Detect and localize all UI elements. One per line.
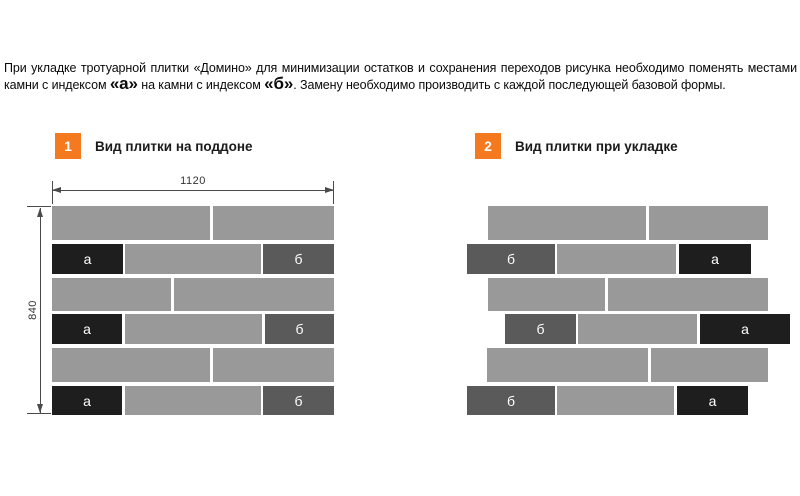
section-1-number-badge: 1 (55, 133, 81, 159)
tile-gray (488, 206, 646, 240)
tile-gray (213, 348, 334, 382)
tile-gray (649, 206, 768, 240)
tile-gray (651, 348, 768, 382)
section-1-header: 1 Вид плитки на поддоне (55, 133, 253, 159)
tile-gray (557, 244, 676, 274)
tile-gray (213, 206, 334, 240)
height-dimension-arrow-up (37, 208, 43, 217)
height-dimension-ext-top (27, 206, 51, 207)
tile-a: а (679, 244, 751, 274)
tile-gray (557, 386, 674, 415)
tile-a: а (52, 314, 122, 344)
tile-a: а (677, 386, 748, 415)
tile-gray (52, 278, 171, 311)
section-2-number-badge: 2 (475, 133, 501, 159)
tile-b: б (265, 314, 334, 344)
intro-part1: При укладке тротуарной плитки «Домино» д… (4, 61, 797, 92)
section-2-title: Вид плитки при укладке (515, 138, 678, 154)
tile-gray (174, 278, 334, 311)
tile-gray (52, 206, 210, 240)
tile-a: а (700, 314, 790, 344)
tile-b: б (467, 244, 555, 274)
tile-gray (125, 386, 261, 415)
tile-gray (125, 244, 261, 274)
section-2-header: 2 Вид плитки при укладке (475, 133, 678, 159)
width-dimension-arrow-left (52, 187, 61, 193)
tile-b: б (263, 244, 334, 274)
tile-gray (488, 278, 605, 311)
tile-gray (52, 348, 210, 382)
intro-part3: . Замену необходимо производить с каждой… (293, 78, 726, 92)
width-dimension-arrow-right (325, 187, 334, 193)
tile-b: б (263, 386, 334, 415)
height-dimension-line (40, 208, 41, 413)
width-dimension-label: 1120 (180, 175, 206, 187)
width-dimension-line (52, 190, 334, 191)
tile-gray (608, 278, 768, 311)
intro-index-a: «а» (109, 74, 138, 93)
height-dimension-label: 840 (27, 300, 39, 320)
tile-gray (578, 314, 697, 344)
section-1-title: Вид плитки на поддоне (95, 138, 253, 154)
height-dimension-ext-bottom (27, 413, 51, 414)
tile-a: а (52, 386, 122, 415)
tile-a: а (52, 244, 123, 274)
intro-index-b: «б» (264, 74, 294, 93)
tile-b: б (467, 386, 555, 415)
intro-text: При укладке тротуарной плитки «Домино» д… (4, 60, 797, 94)
tile-gray (487, 348, 648, 382)
tile-b: б (505, 314, 576, 344)
height-dimension-arrow-down (37, 404, 43, 413)
tile-gray (125, 314, 262, 344)
intro-part2: на камни с индексом (137, 78, 265, 92)
